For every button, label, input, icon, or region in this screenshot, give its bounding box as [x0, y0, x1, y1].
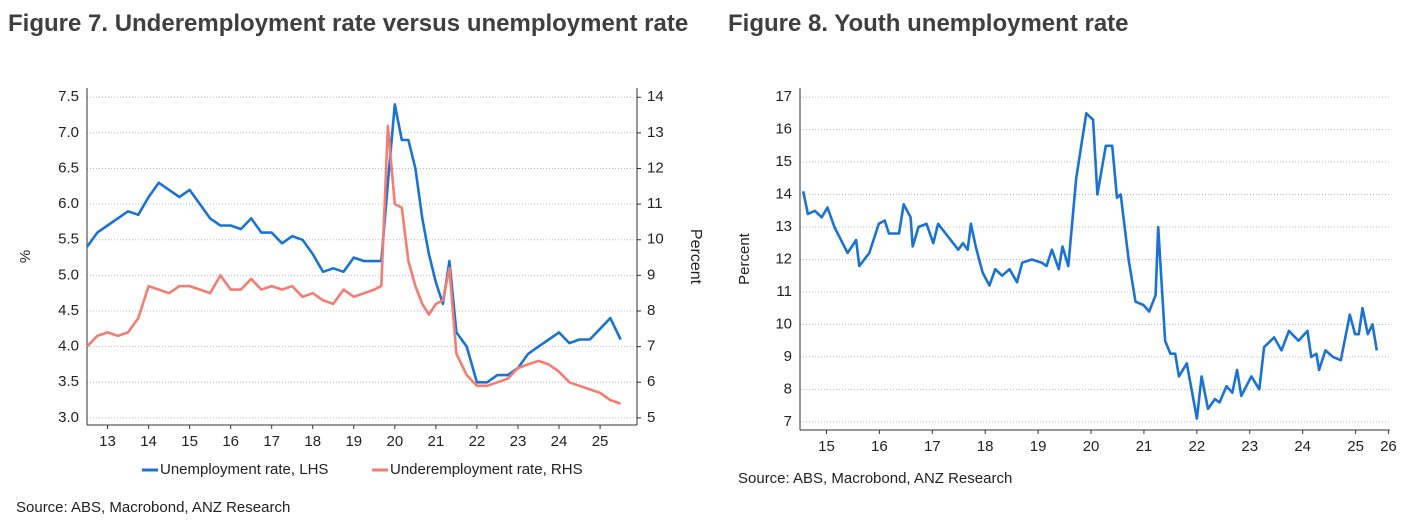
x-tick-label: 19	[1030, 438, 1047, 455]
source-note: Source: ABS, Macrobond, ANZ Research	[738, 470, 1012, 487]
x-tick-label: 25	[592, 433, 609, 450]
x-tick-label: 23	[510, 433, 527, 450]
x-tick-label: 23	[1241, 438, 1258, 455]
y-tick-label: 6.0	[58, 195, 79, 212]
x-tick-label: 26	[1380, 438, 1397, 455]
legend-label: Unemployment rate, LHS	[160, 461, 328, 478]
x-tick-label: 22	[469, 433, 486, 450]
x-tick-label: 21	[1136, 438, 1153, 455]
y2-tick-label: 9	[647, 266, 655, 283]
line-series	[86, 124, 622, 405]
x-tick-label: 20	[1083, 438, 1100, 455]
x-tick-label: 25	[1347, 438, 1364, 455]
y-axis-label: Percent	[736, 232, 753, 285]
y-tick-label: 15	[775, 153, 792, 170]
y2-tick-label: 14	[647, 88, 664, 105]
y2-tick-label: 12	[647, 159, 664, 176]
x-tick-label: 20	[386, 433, 403, 450]
y-tick-label: 10	[775, 315, 792, 332]
y-tick-label: 14	[775, 185, 792, 202]
y-tick-label: 3.5	[58, 373, 79, 390]
y2-tick-label: 8	[647, 302, 655, 319]
x-tick-label: 14	[140, 433, 157, 450]
line-series	[801, 112, 1379, 420]
y2-axis-label: Percent	[687, 229, 704, 285]
x-tick-label: 17	[263, 433, 280, 450]
y-tick-label: 5.0	[58, 266, 79, 283]
y-tick-label: 6.5	[58, 159, 79, 176]
x-tick-label: 24	[1294, 438, 1311, 455]
source-note: Source: ABS, Macrobond, ANZ Research	[16, 499, 290, 516]
y-tick-label: 12	[775, 250, 792, 267]
x-tick-label: 19	[345, 433, 362, 450]
y-tick-label: 4.5	[58, 302, 79, 319]
x-tick-label: 22	[1189, 438, 1206, 455]
legend-label: Underemployment rate, RHS	[390, 461, 583, 478]
x-tick-label: 16	[871, 438, 888, 455]
y-tick-label: 5.5	[58, 231, 79, 248]
line-series	[85, 103, 622, 384]
x-tick-label: 21	[428, 433, 445, 450]
y-tick-label: 8	[784, 380, 792, 397]
y-tick-label: 11	[776, 283, 792, 300]
y-tick-label: 3.0	[58, 409, 79, 426]
y-tick-label: 7	[784, 413, 792, 430]
x-tick-label: 17	[924, 438, 941, 455]
y2-tick-label: 13	[647, 124, 664, 141]
y-tick-label: 7.0	[58, 124, 79, 141]
chart-title: Figure 7. Underemployment rate versus un…	[8, 10, 689, 37]
chart-title: Figure 8. Youth unemployment rate	[728, 10, 1129, 37]
y-tick-label: 9	[784, 348, 792, 365]
y2-tick-label: 5	[647, 409, 655, 426]
y-tick-label: 13	[775, 218, 792, 235]
x-tick-label: 18	[977, 438, 994, 455]
x-tick-label: 15	[181, 433, 198, 450]
y-tick-label: 17	[775, 88, 792, 105]
y-tick-label: 16	[775, 121, 792, 138]
x-tick-label: 13	[99, 433, 116, 450]
x-tick-label: 18	[304, 433, 321, 450]
x-tick-label: 24	[551, 433, 568, 450]
y-tick-label: 4.0	[58, 338, 79, 355]
x-tick-label: 16	[222, 433, 239, 450]
y2-tick-label: 11	[647, 195, 663, 212]
y2-tick-label: 10	[647, 231, 664, 248]
y-tick-label: 7.5	[58, 88, 79, 105]
y2-tick-label: 6	[647, 373, 655, 390]
x-tick-label: 15	[818, 438, 835, 455]
y-axis-label: %	[17, 250, 34, 263]
y2-tick-label: 7	[647, 338, 655, 355]
